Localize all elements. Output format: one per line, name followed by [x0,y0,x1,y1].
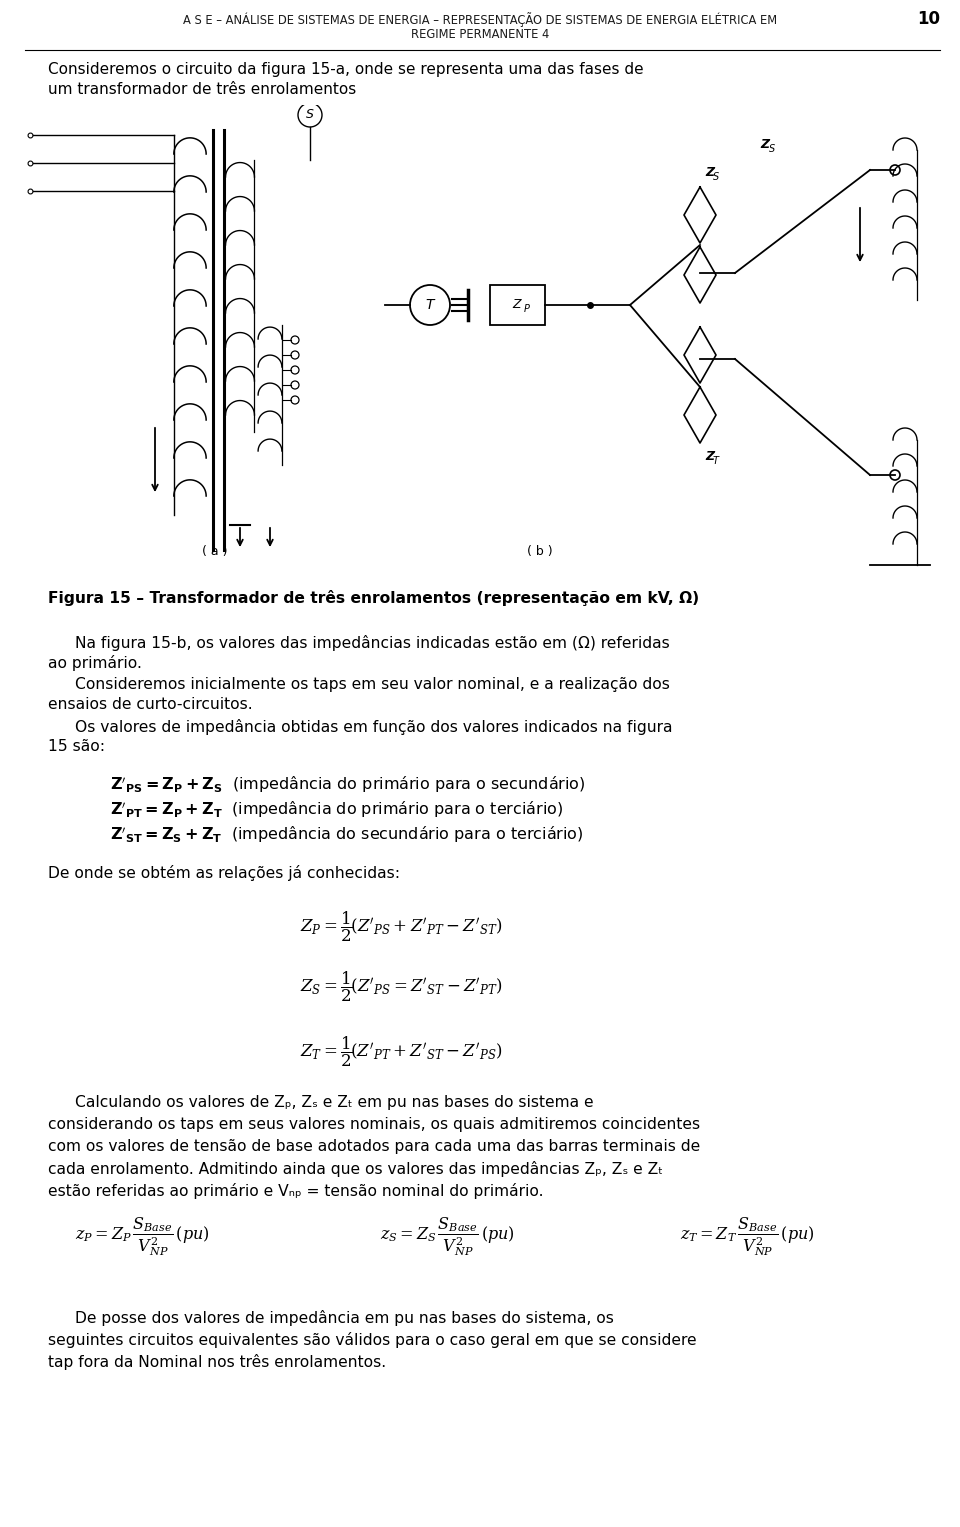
Text: ao primário.: ao primário. [48,655,142,670]
Text: Z: Z [705,166,714,180]
Text: S: S [306,108,314,122]
Text: considerando os taps em seus valores nominais, os quais admitiremos coincidentes: considerando os taps em seus valores nom… [48,1116,700,1132]
Text: T: T [425,298,434,312]
Text: S: S [713,173,719,182]
Text: $Z_T = \dfrac{1}{2}\!\left(Z'_{PT}+Z'_{ST}-Z'_{PS}\right)$: $Z_T = \dfrac{1}{2}\!\left(Z'_{PT}+Z'_{S… [300,1035,503,1069]
Text: Figura 15 – Transformador de três enrolamentos (representação em kV, Ω): Figura 15 – Transformador de três enrola… [48,589,699,606]
Text: De posse dos valores de impedância em pu nas bases do sistema, os: De posse dos valores de impedância em pu… [75,1310,613,1325]
Text: ensaios de curto-circuitos.: ensaios de curto-circuitos. [48,696,252,712]
Text: Z: Z [705,450,714,464]
Text: S: S [769,144,776,154]
Text: $Z_P = \dfrac{1}{2}\!\left(Z'_{PS}+Z'_{PT}-Z'_{ST}\right)$: $Z_P = \dfrac{1}{2}\!\left(Z'_{PS}+Z'_{P… [300,910,503,944]
Text: $z_S = Z_S\,\dfrac{S_{Base}}{V^2_{NP}}\,(pu)$: $z_S = Z_S\,\dfrac{S_{Base}}{V^2_{NP}}\,… [380,1215,515,1258]
Text: Calculando os valores de Zₚ, Zₛ e Zₜ em pu nas bases do sistema e: Calculando os valores de Zₚ, Zₛ e Zₜ em … [75,1095,593,1110]
Text: ( a ): ( a ) [203,545,228,557]
Text: ( b ): ( b ) [527,545,553,557]
Text: cada enrolamento. Admitindo ainda que os valores das impedâncias Zₚ, Zₛ e Zₜ: cada enrolamento. Admitindo ainda que os… [48,1161,663,1177]
Text: $\mathbf{Z'_{ST} = Z_S + Z_T}$  (impedância do secundário para o terciário): $\mathbf{Z'_{ST} = Z_S + Z_T}$ (impedânc… [110,825,584,846]
Text: Z: Z [513,298,521,312]
Text: $Z_S = \dfrac{1}{2}\!\left(Z'_{PS} = Z'_{ST}-Z'_{PT}\right)$: $Z_S = \dfrac{1}{2}\!\left(Z'_{PS} = Z'_… [300,970,503,1005]
Text: P: P [524,304,530,315]
Text: REGIME PERMANENTE 4: REGIME PERMANENTE 4 [411,27,549,41]
Text: De onde se obtém as relações já conhecidas:: De onde se obtém as relações já conhecid… [48,864,400,881]
Text: T: T [713,457,719,466]
Text: um transformador de três enrolamentos: um transformador de três enrolamentos [48,82,356,98]
Text: Na figura 15-b, os valores das impedâncias indicadas estão em (Ω) referidas: Na figura 15-b, os valores das impedânci… [75,635,670,651]
Text: com os valores de tensão de base adotados para cada uma das barras terminais de: com os valores de tensão de base adotado… [48,1139,700,1154]
Text: 10: 10 [917,11,940,27]
Text: Z: Z [760,139,769,151]
Text: A S E – ANÁLISE DE SISTEMAS DE ENERGIA – REPRESENTAÇÃO DE SISTEMAS DE ENERGIA EL: A S E – ANÁLISE DE SISTEMAS DE ENERGIA –… [183,12,777,27]
Text: 15 são:: 15 são: [48,739,105,754]
Text: estão referidas ao primário e Vₙₚ = tensão nominal do primário.: estão referidas ao primário e Vₙₚ = tens… [48,1183,543,1199]
Text: seguintes circuitos equivalentes são válidos para o caso geral em que se conside: seguintes circuitos equivalentes são vál… [48,1332,697,1348]
Text: tap fora da Nominal nos três enrolamentos.: tap fora da Nominal nos três enrolamento… [48,1354,386,1370]
Text: Os valores de impedância obtidas em função dos valores indicados na figura: Os valores de impedância obtidas em funç… [75,719,673,734]
Text: $z_P = Z_P\,\dfrac{S_{Base}}{V^2_{NP}}\,(pu)$: $z_P = Z_P\,\dfrac{S_{Base}}{V^2_{NP}}\,… [75,1215,209,1258]
Text: Consideremos inicialmente os taps em seu valor nominal, e a realização dos: Consideremos inicialmente os taps em seu… [75,676,670,692]
Text: $z_T = Z_T\,\dfrac{S_{Base}}{V^2_{NP}}\,(pu)$: $z_T = Z_T\,\dfrac{S_{Base}}{V^2_{NP}}\,… [680,1215,814,1258]
Bar [490,286,545,325]
Text: Consideremos o circuito da figura 15-a, onde se representa uma das fases de: Consideremos o circuito da figura 15-a, … [48,63,643,76]
Text: $\mathbf{Z'_{PT} = Z_P + Z_T}$  (impedância do primário para o terciário): $\mathbf{Z'_{PT} = Z_P + Z_T}$ (impedânc… [110,800,564,820]
Text: $\mathbf{Z'_{PS} = Z_P + Z_S}$  (impedância do primário para o secundário): $\mathbf{Z'_{PS} = Z_P + Z_S}$ (impedânc… [110,776,586,796]
